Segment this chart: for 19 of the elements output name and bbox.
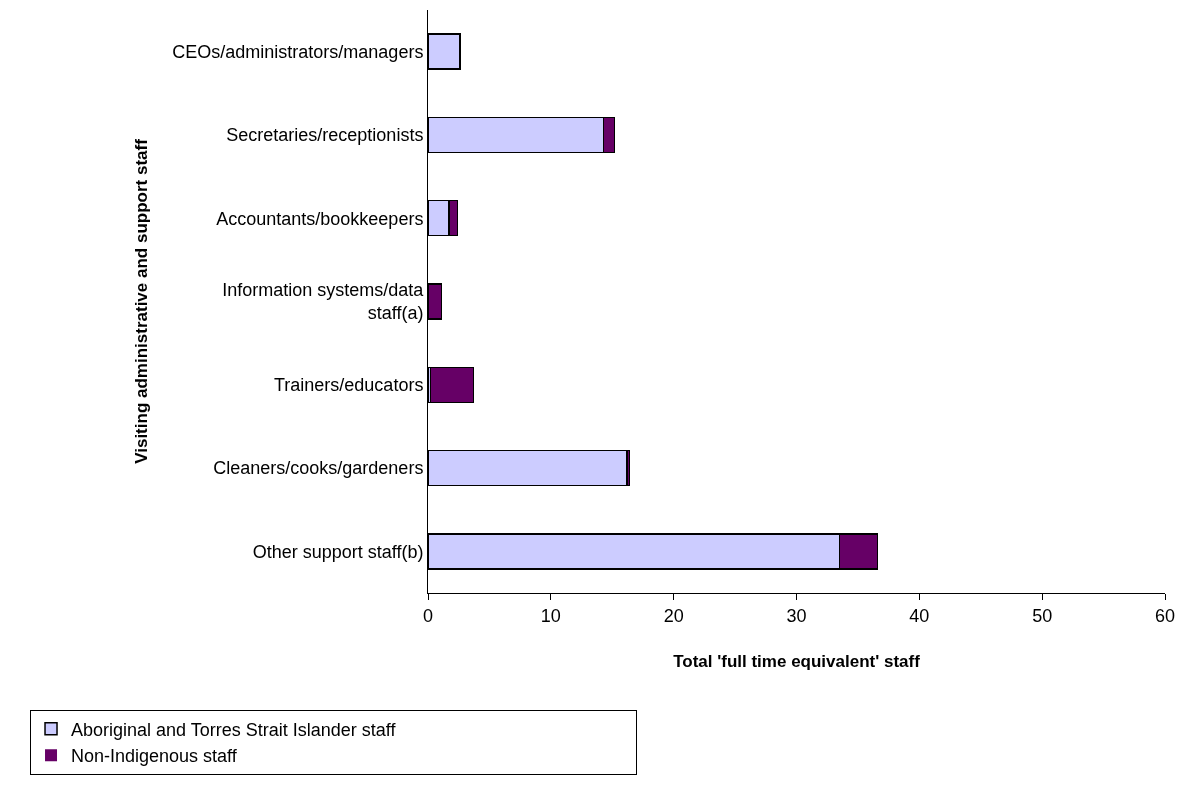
x-tick-label: 20 xyxy=(663,605,684,626)
y-tick-label: Other support staff(b) xyxy=(252,541,424,562)
bar xyxy=(429,366,475,404)
x-tick-label: 50 xyxy=(1032,605,1053,626)
legend-label: Non-Indigenous staff xyxy=(71,746,238,767)
y-tick-label: Trainers/educators xyxy=(273,375,424,396)
x-tick-label: 0 xyxy=(422,605,434,626)
y-tick-label: Information systems/data staff(a) xyxy=(222,280,425,324)
y-tick-label: Accountants/bookkeepers xyxy=(216,208,424,229)
x-tick-label: 60 xyxy=(1154,605,1176,626)
x-tick-label: 30 xyxy=(786,605,807,626)
x-axis-title: Total 'full time equivalent' staff xyxy=(673,652,921,671)
x-tick-label: 10 xyxy=(540,605,561,626)
y-tick-label: Secretaries/receptionists xyxy=(226,125,424,146)
y-tick-label: Cleaners/cooks/gardeners xyxy=(213,458,424,479)
y-axis-title: Visiting administrative and support staff xyxy=(131,138,151,464)
x-tick-label: 40 xyxy=(909,605,930,626)
y-tick-label: CEOs/administrators/managers xyxy=(172,41,424,62)
legend-label: Aboriginal and Torres Strait Islander staff xyxy=(71,719,397,740)
